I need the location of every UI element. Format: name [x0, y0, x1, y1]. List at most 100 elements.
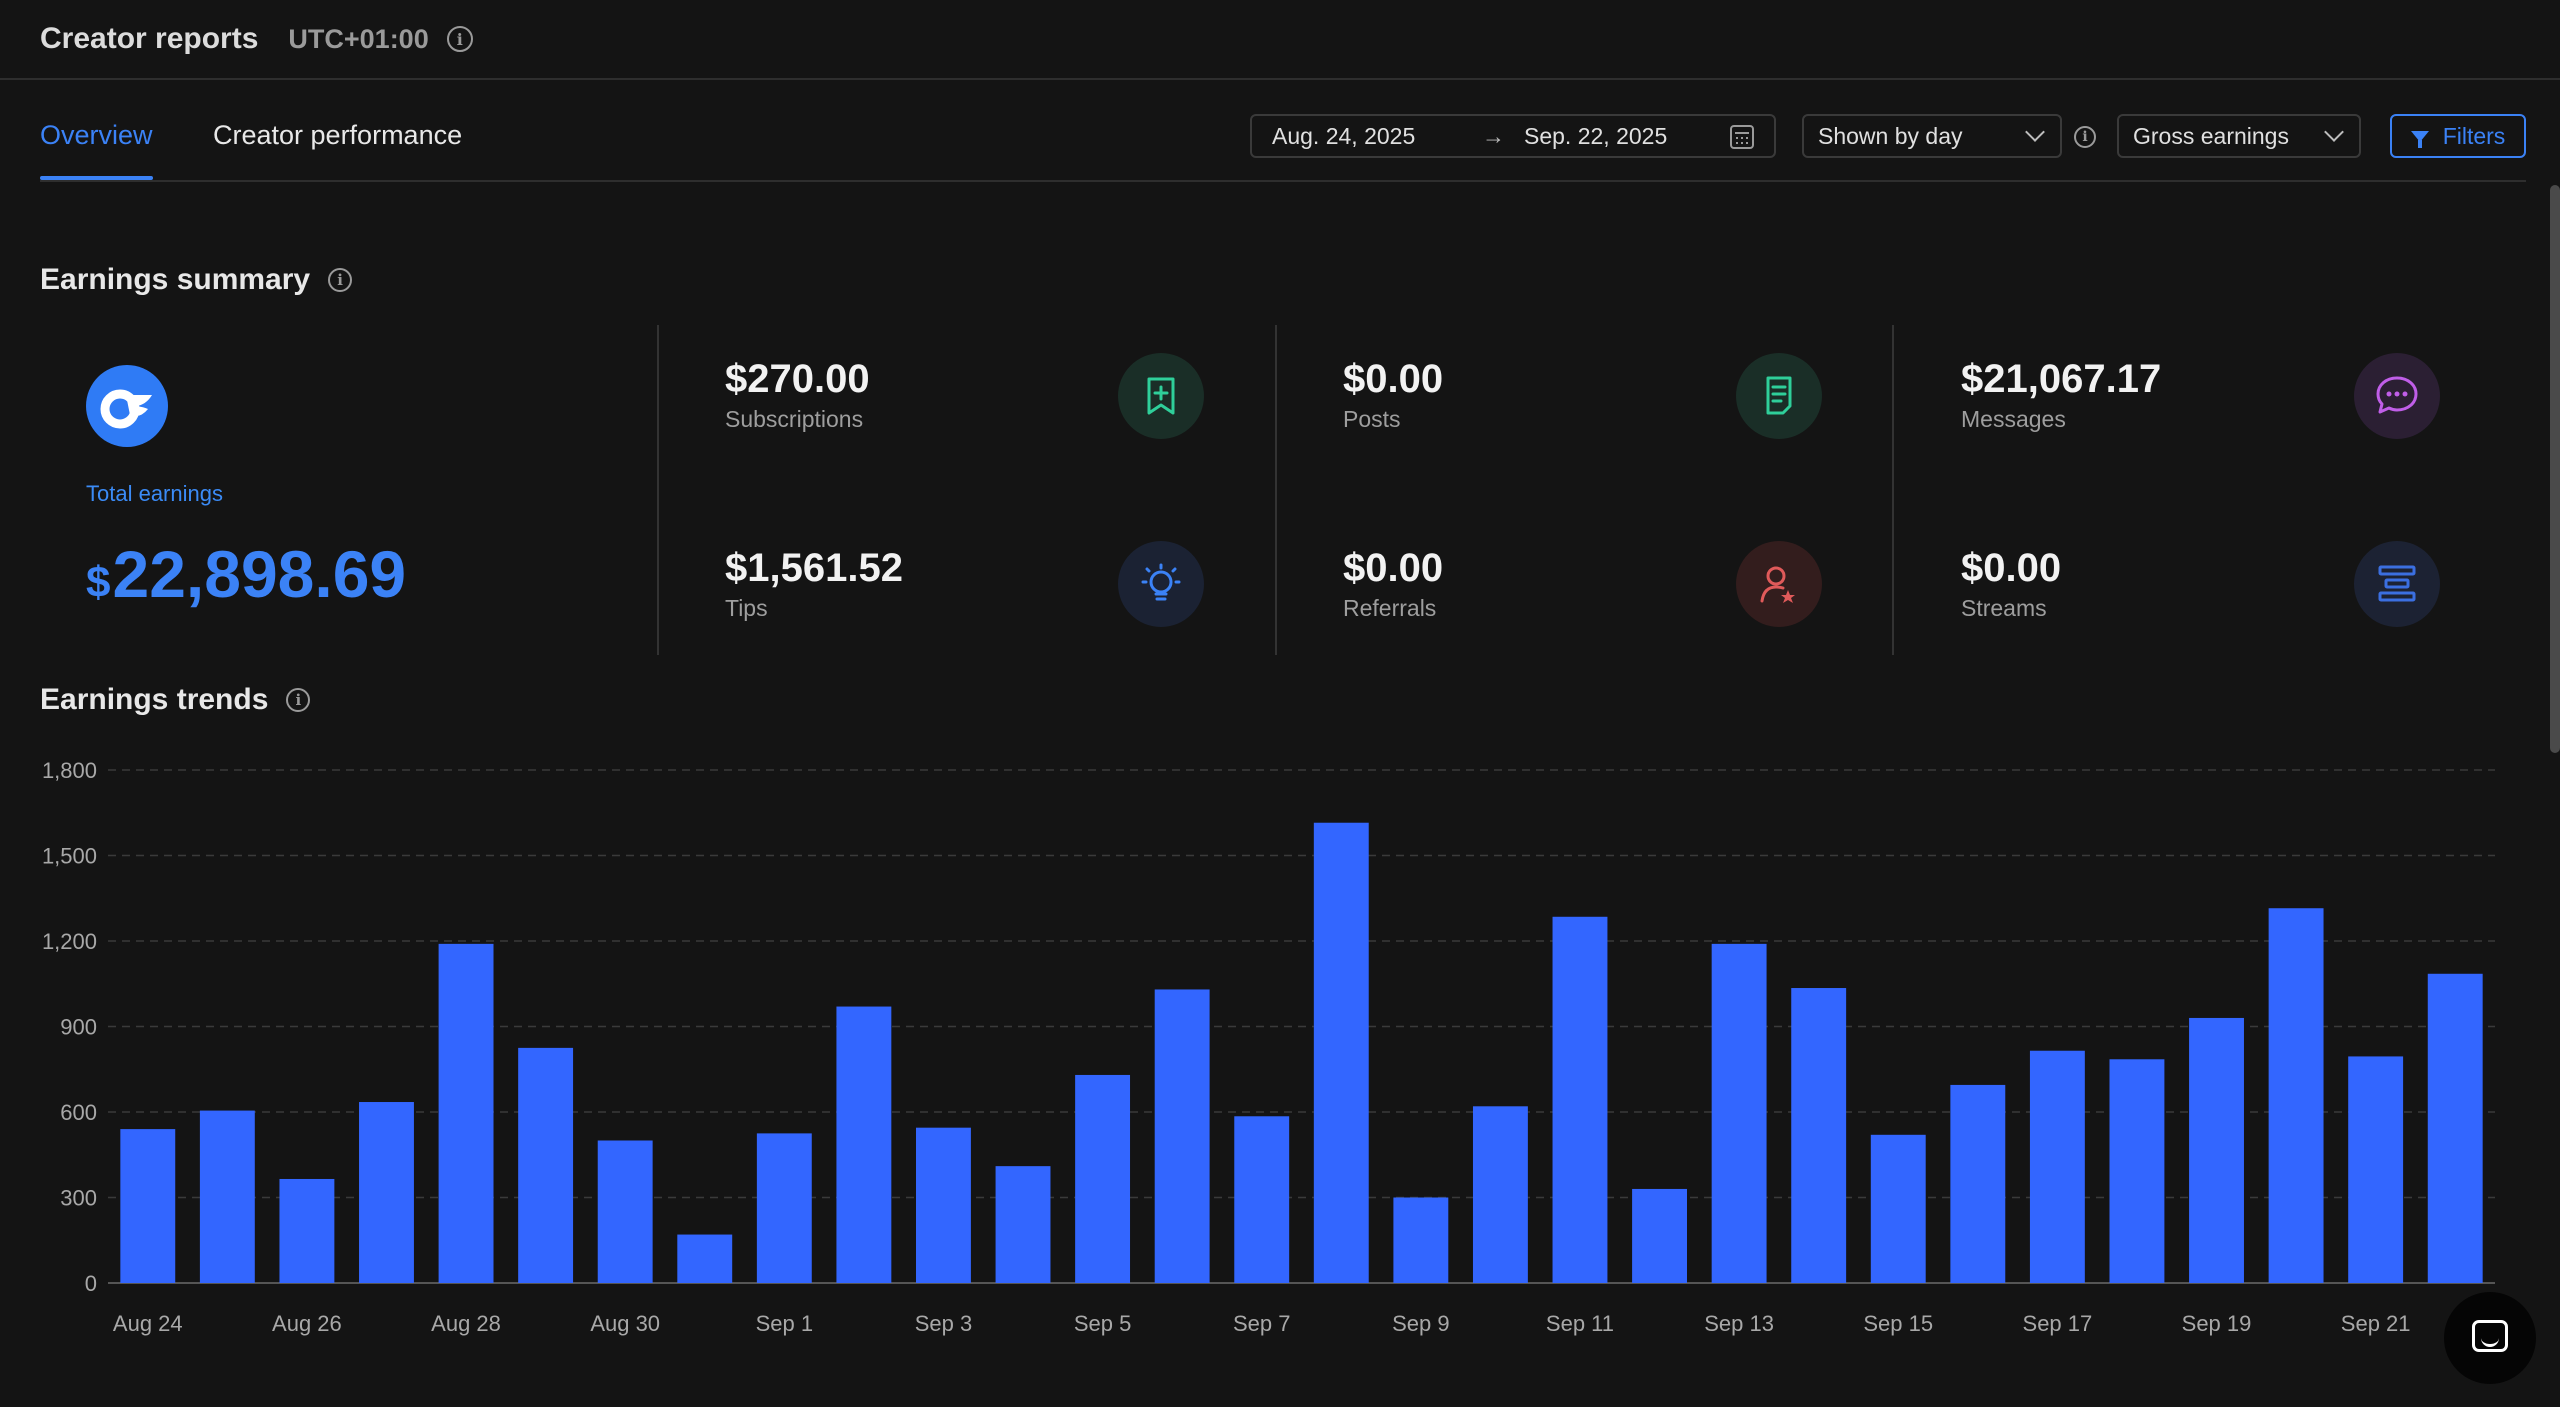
top-bar: Creator reports UTC+01:00 i [0, 0, 2560, 80]
divider [1275, 325, 1277, 655]
divider [657, 325, 659, 655]
tab-creator-performance[interactable]: Creator performance [213, 120, 463, 150]
bar [438, 943, 494, 1283]
metric-label: Streams [1961, 595, 2047, 621]
info-icon[interactable]: i [286, 688, 311, 712]
metric-value: $0.00 [1961, 546, 2062, 590]
x-tick-label: Sep 5 [1074, 1311, 1132, 1336]
bar [2348, 1056, 2404, 1283]
active-tab-underline [40, 176, 153, 180]
metric-posts: $0.00 Posts [1343, 357, 1443, 433]
y-tick-label: 300 [60, 1186, 97, 1211]
bar [1791, 988, 1847, 1283]
info-icon[interactable]: i [328, 268, 353, 292]
metric-label: Tips [725, 595, 768, 621]
metric-select[interactable]: Gross earnings [2117, 114, 2361, 158]
x-tick-label: Sep 11 [1546, 1311, 1614, 1336]
y-tick-label: 1,500 [42, 844, 97, 869]
date-range-arrow: → [1482, 122, 1505, 149]
document-icon [1736, 353, 1822, 439]
page-title: Creator reports [40, 22, 259, 55]
bar [2029, 1050, 2085, 1283]
info-icon[interactable]: i [446, 26, 473, 52]
bar [1234, 1116, 1290, 1283]
metric-label: Posts [1343, 406, 1401, 432]
chevron-down-icon [2025, 122, 2045, 142]
metric-value: $270.00 [725, 357, 870, 401]
metric-streams: $0.00 Streams [1961, 546, 2061, 622]
currency-symbol: $ [86, 558, 111, 607]
bar [1472, 1106, 1528, 1283]
total-earnings-label: Total earnings [86, 481, 223, 506]
x-tick-label: Sep 13 [1704, 1311, 1774, 1336]
y-tick-label: 1,200 [42, 929, 97, 954]
bar [1870, 1134, 1926, 1283]
date-end: Sep. 22, 2025 [1524, 122, 1668, 149]
x-tick-label: Aug 28 [431, 1311, 501, 1336]
earnings-summary-heading: Earnings summary i [40, 263, 353, 297]
divider [1892, 325, 1894, 655]
chat-icon [2472, 1320, 2508, 1352]
metric-value: $21,067.17 [1961, 357, 2162, 401]
bar [1552, 916, 1608, 1283]
tab-overview[interactable]: Overview [40, 120, 153, 150]
bar [756, 1133, 812, 1283]
bar [1075, 1074, 1131, 1283]
x-tick-label: Sep 1 [756, 1311, 814, 1336]
user-star-icon [1736, 541, 1822, 627]
total-earnings-amount: 22,898.69 [112, 537, 407, 611]
shown-by-select[interactable]: Shown by day [1802, 114, 2062, 158]
date-start: Aug. 24, 2025 [1272, 122, 1416, 149]
x-tick-label: Aug 26 [272, 1311, 342, 1336]
chat-bubble-icon [2354, 353, 2440, 439]
bar [1313, 822, 1369, 1283]
bar [1950, 1084, 2006, 1283]
scrollbar[interactable] [2550, 185, 2560, 753]
calendar-icon [1730, 125, 1754, 149]
bar [2109, 1059, 2165, 1283]
bar [995, 1166, 1051, 1283]
x-tick-label: Aug 24 [113, 1311, 183, 1336]
shown-by-value: Shown by day [1818, 122, 1963, 149]
metric-referrals: $0.00 Referrals [1343, 546, 1443, 622]
date-range-picker[interactable]: Aug. 24, 2025 → Sep. 22, 2025 [1250, 114, 1776, 158]
bar [120, 1129, 176, 1283]
earnings-trends-title: Earnings trends [40, 683, 269, 716]
chat-support-button[interactable] [2444, 1292, 2536, 1384]
bar [1711, 943, 1767, 1283]
bar [518, 1047, 574, 1283]
filters-button[interactable]: Filters [2390, 114, 2526, 158]
y-tick-label: 1,800 [42, 758, 97, 783]
bookmark-plus-icon [1118, 353, 1204, 439]
x-tick-label: Sep 9 [1392, 1311, 1450, 1336]
bar [1154, 989, 1210, 1283]
metric-label: Messages [1961, 406, 2066, 432]
bar [359, 1102, 414, 1283]
earnings-trends-heading: Earnings trends i [40, 683, 311, 717]
bar [677, 1234, 733, 1283]
metric-messages: $21,067.17 Messages [1961, 357, 2161, 433]
bar [2189, 1017, 2244, 1283]
bar [199, 1110, 255, 1283]
metric-subscriptions: $270.00 Subscriptions [725, 357, 870, 433]
info-icon[interactable]: i [2074, 126, 2096, 148]
y-tick-label: 600 [60, 1100, 97, 1125]
chevron-down-icon [2324, 122, 2344, 142]
metric-label: Subscriptions [725, 406, 864, 432]
metric-select-value: Gross earnings [2133, 122, 2289, 149]
filter-icon [2410, 130, 2429, 148]
filters-label: Filters [2442, 122, 2506, 149]
x-tick-label: Sep 21 [2341, 1311, 2411, 1336]
earnings-summary-title: Earnings summary [40, 263, 311, 296]
bar [1632, 1188, 1688, 1283]
metric-label: Referrals [1343, 595, 1437, 621]
lightbulb-icon [1118, 541, 1204, 627]
x-tick-label: Sep 7 [1233, 1311, 1291, 1336]
bar [279, 1178, 335, 1283]
x-tick-label: Sep 3 [915, 1311, 973, 1336]
x-tick-label: Sep 15 [1863, 1311, 1933, 1336]
bar [915, 1127, 971, 1283]
x-tick-label: Aug 30 [590, 1311, 660, 1336]
timezone-label: UTC+01:00 [288, 23, 429, 54]
y-tick-label: 0 [85, 1271, 97, 1296]
